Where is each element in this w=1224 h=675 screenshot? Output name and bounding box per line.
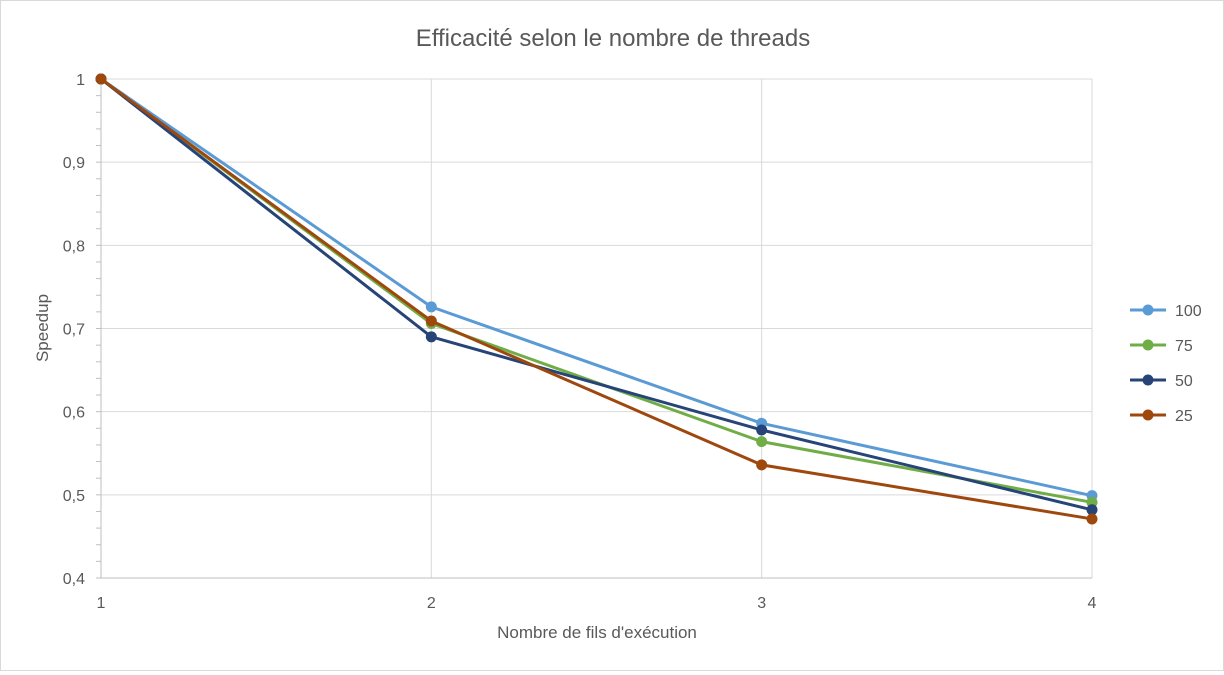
y-axis-label: Speedup (33, 294, 52, 362)
gridlines (101, 78, 1093, 578)
x-axis-label: Nombre de fils d'exécution (497, 623, 697, 642)
legend-label: 50 (1175, 373, 1193, 390)
series-50 (95, 73, 1098, 516)
legend-item-100: 100 (1130, 303, 1202, 320)
series-layer (95, 73, 1098, 525)
series-line-50 (100, 77, 1093, 512)
y-tick-label: 0,8 (63, 238, 85, 255)
series-line-25 (100, 77, 1093, 521)
data-point-50 (1086, 504, 1098, 516)
y-tick-label: 0,7 (63, 322, 85, 339)
x-axis-ticks: 1 2 3 4 (97, 595, 1097, 612)
y-tick-label: 0,9 (63, 155, 85, 172)
series-line-100 (100, 77, 1093, 498)
data-point-25 (425, 315, 437, 327)
legend-swatch-marker (1142, 409, 1154, 421)
data-point-25 (756, 459, 768, 471)
legend-swatch-marker (1142, 374, 1154, 386)
legend-item-50: 50 (1130, 373, 1193, 390)
y-axis-ticks: 0,4 0,5 0,6 0,7 0,8 0,9 1 (63, 72, 85, 588)
legend-item-25: 25 (1130, 408, 1193, 425)
y-tick-label: 0,4 (63, 571, 85, 588)
data-point-100 (425, 301, 437, 313)
legend-label: 100 (1175, 303, 1202, 320)
legend-label: 75 (1175, 338, 1193, 355)
x-tick-label: 3 (757, 595, 766, 612)
data-point-25 (1086, 513, 1098, 525)
x-tick-label: 1 (97, 595, 106, 612)
series-100 (95, 73, 1098, 502)
data-point-75 (756, 436, 768, 448)
x-tick-label: 2 (427, 595, 436, 612)
data-point-25 (95, 73, 107, 85)
legend-swatch-marker (1142, 339, 1154, 351)
y-tick-label: 0,5 (63, 488, 85, 505)
legend-label: 25 (1175, 408, 1193, 425)
legend-item-75: 75 (1130, 338, 1193, 355)
axes (96, 78, 1092, 579)
chart-title: Efficacité selon le nombre de threads (416, 25, 810, 52)
legend: 100 75 50 25 (1130, 303, 1202, 425)
series-25 (95, 73, 1098, 525)
series-line-75 (100, 77, 1093, 504)
y-tick-label: 0,6 (63, 405, 85, 422)
x-tick-label: 4 (1088, 595, 1097, 612)
data-point-50 (425, 331, 437, 343)
data-point-50 (756, 424, 768, 436)
y-tick-label: 1 (76, 72, 85, 89)
series-75 (95, 73, 1098, 508)
legend-swatch-marker (1142, 304, 1154, 316)
